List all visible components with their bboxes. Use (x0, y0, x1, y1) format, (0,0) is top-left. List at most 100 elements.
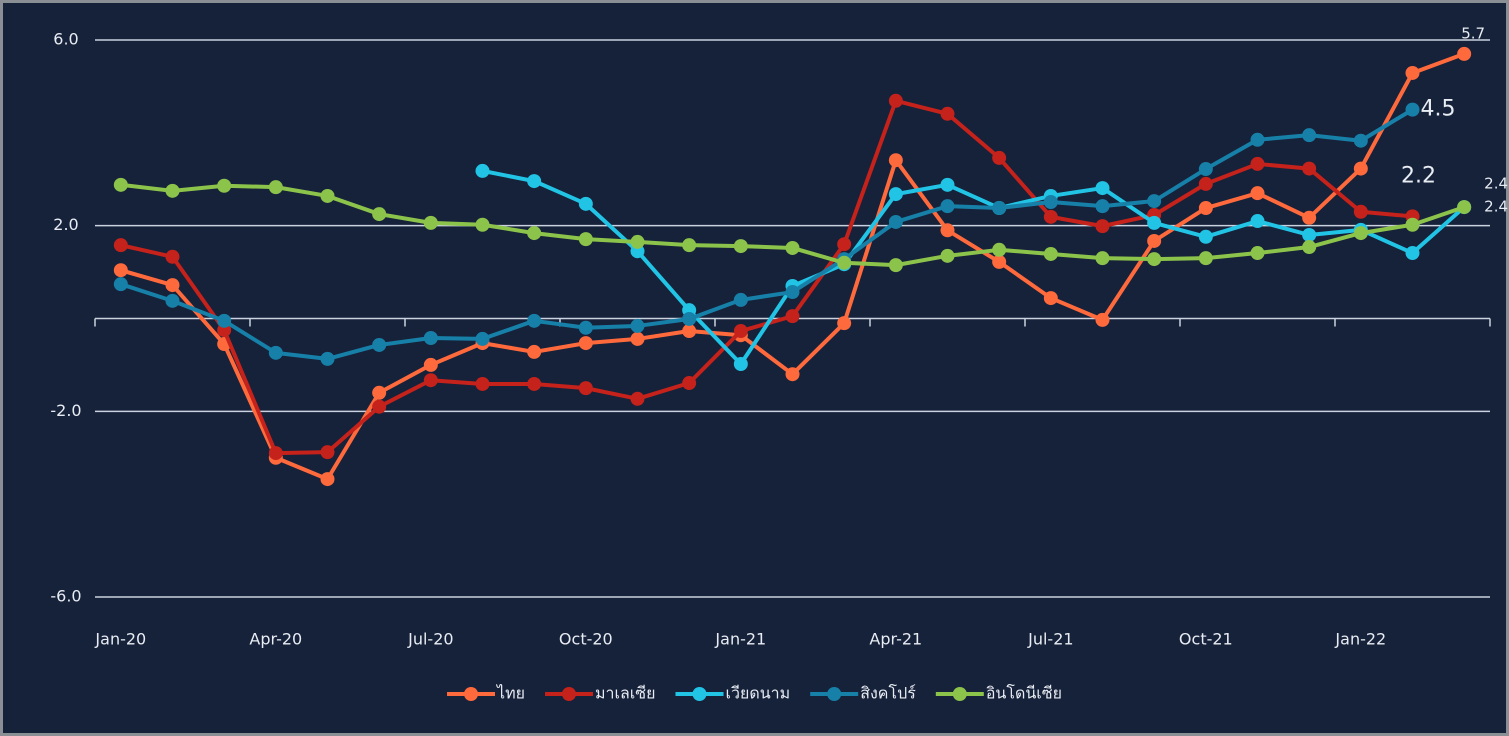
data-point (1198, 176, 1213, 191)
data-point (888, 187, 903, 202)
data-point (1095, 199, 1110, 214)
data-point (1043, 194, 1058, 209)
data-point (888, 214, 903, 229)
data-point (320, 445, 335, 460)
data-point (423, 330, 438, 345)
data-point (1353, 133, 1368, 148)
data-point (682, 311, 697, 326)
data-point (837, 316, 852, 331)
data-point (785, 367, 800, 382)
data-point (372, 337, 387, 352)
x-tick-label: Jan-21 (714, 630, 766, 649)
x-tick-label: Jul-20 (407, 630, 453, 649)
legend-label: อินโดนีเซีย (986, 684, 1062, 703)
data-point (733, 356, 748, 371)
data-label: 2.4 (1484, 175, 1508, 193)
data-point (1250, 156, 1265, 171)
data-point (1302, 161, 1317, 176)
data-point (165, 293, 180, 308)
data-point (1405, 102, 1420, 117)
data-point (992, 201, 1007, 216)
data-point (1147, 194, 1162, 209)
legend-label: ไทย (495, 684, 525, 703)
data-point (1095, 219, 1110, 234)
data-point (1457, 200, 1472, 215)
data-point (1147, 233, 1162, 248)
data-point (113, 277, 128, 292)
x-tick-label: Jan-20 (94, 630, 146, 649)
data-point (1353, 161, 1368, 176)
legend-marker (561, 687, 576, 701)
legend-marker (952, 687, 967, 701)
data-point (733, 292, 748, 307)
data-point (1043, 291, 1058, 306)
data-point (1457, 46, 1472, 61)
data-point (1043, 246, 1058, 261)
data-point (1405, 65, 1420, 80)
legend-label: สิงคโปร์ (860, 684, 916, 703)
data-point (320, 351, 335, 366)
data-point (1043, 209, 1058, 224)
data-point (268, 180, 283, 195)
data-point (1250, 186, 1265, 201)
data-point (733, 324, 748, 339)
data-point (1250, 214, 1265, 229)
data-point (1353, 204, 1368, 219)
data-point (372, 399, 387, 414)
data-point (1198, 251, 1213, 266)
x-tick-label: Oct-21 (1179, 630, 1233, 649)
data-label: 2.4 (1484, 198, 1508, 216)
data-point (165, 183, 180, 198)
data-point (475, 163, 490, 178)
legend-marker (464, 687, 479, 701)
x-tick-label: Jan-22 (1334, 630, 1386, 649)
data-label: 5.7 (1461, 24, 1485, 42)
data-point (475, 217, 490, 232)
data-point (630, 331, 645, 346)
data-point (423, 215, 438, 230)
series-line (120, 107, 1414, 361)
data-point (578, 336, 593, 351)
x-tick-label: Apr-20 (249, 630, 302, 649)
data-point (372, 385, 387, 400)
data-point (268, 446, 283, 461)
data-point (423, 357, 438, 372)
legend: ไทย มาเลเซีย เวียดนาม สิงคโปร์ อินโดนีเซีย (447, 684, 1062, 703)
data-point (268, 345, 283, 360)
data-point (1405, 246, 1420, 261)
legend-marker (827, 687, 842, 701)
data-point (888, 93, 903, 108)
data-point (1095, 251, 1110, 266)
data-point (940, 248, 955, 263)
data-point (578, 232, 593, 247)
data-point (165, 249, 180, 264)
data-point (165, 278, 180, 293)
data-point (113, 263, 128, 278)
data-point (837, 255, 852, 270)
data-point (320, 188, 335, 203)
data-point (1095, 312, 1110, 327)
data-point (217, 313, 232, 328)
data-point (320, 472, 335, 487)
y-tick-label: -2.0 (50, 401, 81, 420)
data-point (578, 320, 593, 335)
data-point (940, 177, 955, 192)
data-point (372, 207, 387, 222)
y-tick-label: 2.0 (53, 215, 78, 234)
data-point (888, 258, 903, 273)
data-point (1250, 246, 1265, 261)
data-point (1353, 226, 1368, 241)
data-point (527, 174, 542, 189)
data-point (682, 238, 697, 253)
data-point (1405, 217, 1420, 232)
data-point (630, 318, 645, 333)
data-label: 2.2 (1401, 163, 1436, 188)
data-point (475, 376, 490, 391)
data-point (940, 106, 955, 121)
data-point (785, 285, 800, 300)
y-tick-label: 6.0 (53, 30, 78, 49)
data-point (1302, 210, 1317, 225)
